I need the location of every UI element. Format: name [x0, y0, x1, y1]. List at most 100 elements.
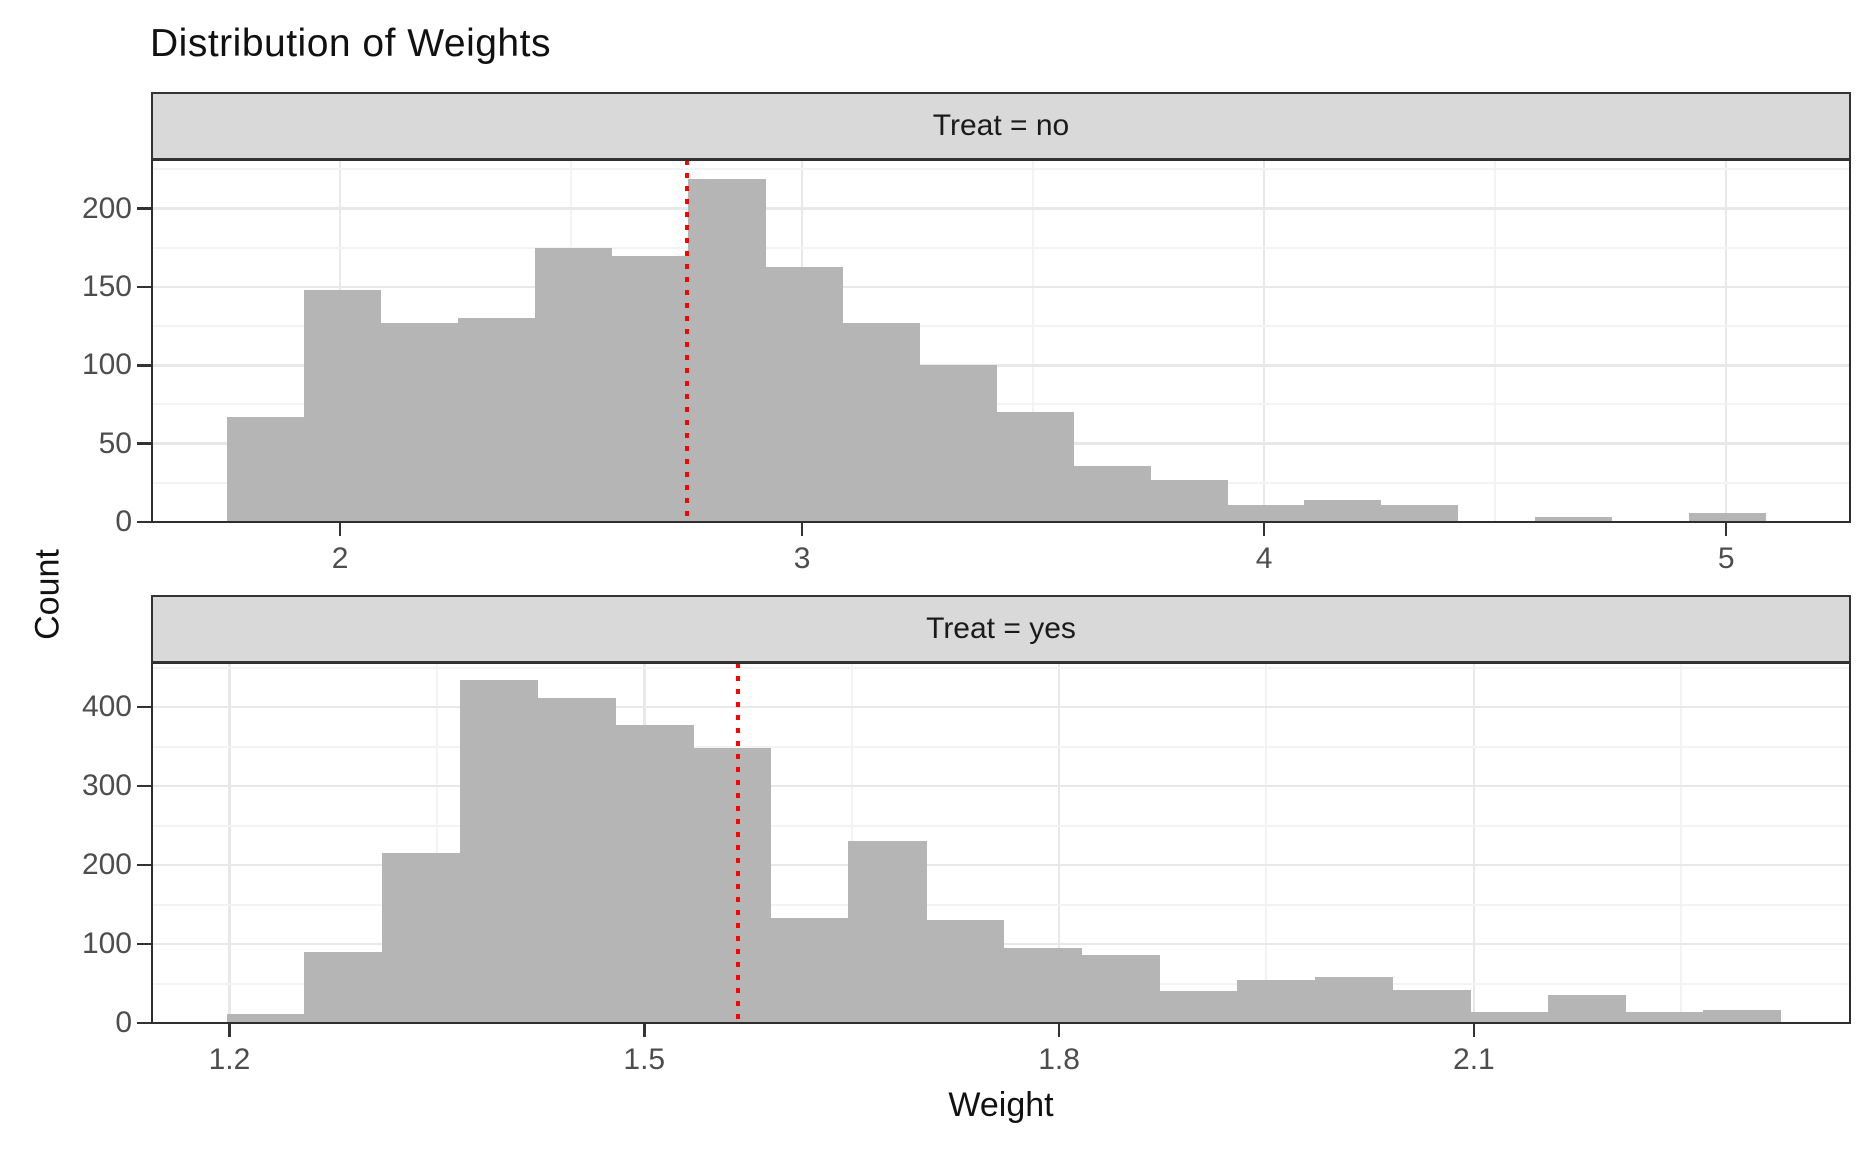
y-tick-mark	[137, 285, 151, 289]
gridline-major-horizontal	[152, 784, 1850, 788]
y-tick-mark	[137, 705, 151, 709]
y-tick-label: 100	[81, 927, 132, 961]
gridline-minor-horizontal	[152, 325, 1850, 328]
gridline-minor-horizontal	[152, 168, 1850, 171]
gridline-major-vertical	[1724, 160, 1728, 522]
facet-strip-treat-yes: Treat = yes	[151, 595, 1851, 663]
histogram-bar	[1688, 512, 1767, 522]
facet-strip-treat-no: Treat = no	[151, 92, 1851, 160]
x-tick-label: 3	[793, 542, 811, 575]
mean-line	[685, 160, 690, 522]
x-tick-label: 1.8	[1038, 1043, 1080, 1076]
x-tick-mark	[1724, 523, 1728, 536]
gridline-major-horizontal	[152, 863, 1850, 867]
histogram-bar	[537, 697, 616, 1023]
histogram-bar	[1236, 979, 1316, 1023]
y-tick-mark	[137, 863, 151, 867]
histogram-bar	[1392, 989, 1471, 1023]
gridline-minor-vertical	[1032, 160, 1035, 522]
histogram-bar	[1314, 977, 1393, 1023]
x-tick-label: 5	[1717, 542, 1735, 575]
histogram-bar	[1625, 1011, 1704, 1023]
histogram-bar	[615, 724, 694, 1023]
histogram-bar	[770, 918, 849, 1023]
gridline-major-vertical	[1262, 160, 1266, 522]
histogram-bar	[1547, 994, 1627, 1023]
histogram-bar	[457, 318, 536, 522]
histogram-bar	[1159, 990, 1238, 1023]
histogram-bar	[1073, 465, 1151, 522]
histogram-bar	[692, 748, 772, 1023]
y-tick-label: 200	[81, 191, 132, 225]
x-tick-label: 4	[1255, 542, 1273, 575]
histogram-bar	[842, 322, 920, 522]
facet-strip-label: Treat = yes	[926, 612, 1076, 645]
gridline-minor-horizontal	[152, 824, 1850, 827]
gridline-major-vertical	[1057, 663, 1061, 1023]
y-tick-mark	[137, 442, 151, 445]
gridline-major-horizontal	[152, 207, 1850, 210]
histogram-bar	[1470, 1011, 1549, 1023]
y-tick-label: 400	[81, 690, 132, 724]
y-tick-mark	[137, 942, 151, 946]
y-tick-label: 200	[81, 848, 132, 882]
x-axis-title: Weight	[948, 1086, 1054, 1124]
x-tick-mark	[338, 523, 342, 536]
y-tick-label: 150	[81, 269, 132, 303]
histogram-bar	[226, 1013, 305, 1023]
histogram-bar	[382, 853, 461, 1023]
x-tick-mark	[228, 1024, 231, 1037]
histogram-bar	[459, 679, 539, 1023]
gridline-minor-vertical	[1265, 663, 1268, 1023]
histogram-bar	[380, 322, 459, 522]
gridline-minor-vertical	[435, 663, 438, 1023]
y-tick-mark	[137, 207, 151, 210]
histogram-bar	[304, 951, 383, 1023]
x-tick-mark	[643, 1024, 646, 1037]
chart-title: Distribution of Weights	[150, 22, 551, 65]
histogram-bar	[611, 255, 689, 522]
y-tick-mark	[137, 520, 151, 524]
gridline-minor-horizontal	[152, 745, 1850, 748]
histogram-bar	[303, 290, 382, 522]
y-tick-label: 50	[98, 426, 132, 460]
histogram-bar	[1226, 504, 1305, 522]
gridline-major-horizontal	[152, 705, 1850, 709]
y-tick-label: 0	[115, 505, 132, 538]
histogram-bar	[848, 841, 927, 1023]
y-tick-mark	[137, 1021, 151, 1025]
gridline-minor-horizontal	[152, 903, 1850, 906]
histogram-bar	[1003, 948, 1083, 1023]
histogram-bar	[1150, 479, 1228, 522]
histogram-bar	[926, 920, 1005, 1023]
histogram-bar	[226, 417, 305, 522]
gridline-minor-vertical	[1494, 160, 1497, 522]
x-tick-mark	[800, 523, 804, 536]
x-tick-label: 2.1	[1453, 1043, 1495, 1076]
gridline-major-vertical	[1472, 663, 1476, 1023]
y-tick-label: 300	[81, 769, 132, 803]
histogram-bar	[1534, 517, 1613, 522]
y-tick-mark	[137, 784, 151, 788]
gridline-major-horizontal	[152, 285, 1850, 289]
x-tick-label: 1.2	[208, 1043, 251, 1076]
x-tick-label: 2	[331, 542, 349, 575]
gridline-major-vertical	[228, 663, 231, 1023]
histogram-bar	[919, 365, 997, 522]
histogram-bar	[996, 412, 1074, 522]
x-tick-mark	[1057, 1024, 1061, 1037]
x-tick-mark	[1472, 1024, 1476, 1037]
y-tick-label: 0	[115, 1006, 132, 1039]
y-tick-label: 100	[81, 348, 132, 382]
histogram-bar	[1303, 500, 1382, 522]
x-tick-mark	[1262, 523, 1266, 536]
x-tick-label: 1.5	[623, 1043, 666, 1076]
histogram-bar	[1703, 1010, 1782, 1023]
histogram-bar	[1081, 955, 1160, 1023]
histogram-bar	[765, 266, 843, 522]
gridline-minor-horizontal	[152, 666, 1850, 669]
histogram-bar	[688, 178, 766, 522]
histogram-bar	[534, 247, 613, 522]
gridline-minor-horizontal	[152, 246, 1850, 249]
y-tick-mark	[137, 364, 151, 367]
